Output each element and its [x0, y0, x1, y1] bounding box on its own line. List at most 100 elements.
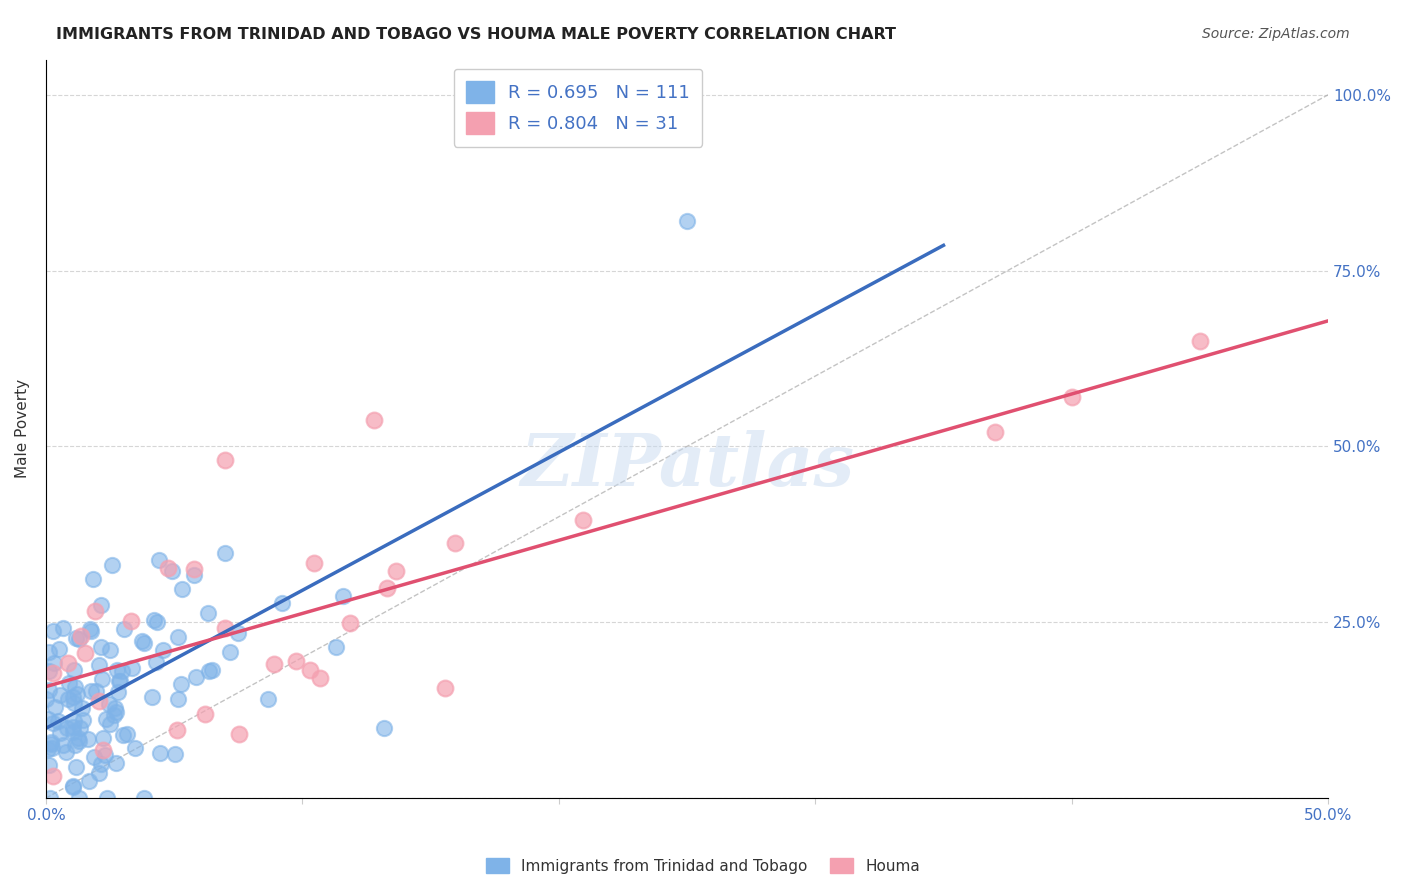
Point: [332, 589, 354, 603]
Legend: R = 0.695   N = 111, R = 0.804   N = 31: R = 0.695 N = 111, R = 0.804 N = 31: [454, 69, 703, 147]
Point: [375, 582, 398, 596]
Point: [41, 735, 63, 749]
Point: [91, 731, 114, 746]
Point: [82, 572, 104, 586]
Point: [72, 713, 94, 727]
Point: [270, 596, 292, 610]
Point: [112, 728, 135, 742]
Point: [39, 738, 62, 752]
Point: [226, 626, 249, 640]
Point: [145, 655, 167, 669]
Point: [169, 677, 191, 691]
Point: [65, 631, 87, 645]
Point: [572, 513, 595, 527]
Point: [87, 694, 110, 708]
Point: [41, 740, 63, 755]
Point: [105, 663, 128, 677]
Point: [65, 760, 87, 774]
Point: [214, 545, 236, 559]
Text: IMMIGRANTS FROM TRINIDAD AND TOBAGO VS HOUMA MALE POVERTY CORRELATION CHART: IMMIGRANTS FROM TRINIDAD AND TOBAGO VS H…: [56, 27, 896, 42]
Point: [132, 791, 155, 805]
Point: [62, 780, 84, 794]
Point: [79, 622, 101, 636]
Point: [146, 615, 169, 629]
Point: [38, 664, 60, 678]
Point: [37, 712, 59, 726]
Point: [79, 624, 101, 638]
Point: [373, 722, 395, 736]
Text: Source: ZipAtlas.com: Source: ZipAtlas.com: [1202, 27, 1350, 41]
Point: [65, 681, 87, 695]
Point: [62, 724, 84, 739]
Point: [1188, 334, 1211, 348]
Point: [94, 712, 117, 726]
Point: [141, 690, 163, 704]
Point: [302, 556, 325, 570]
Text: ZIPatlas: ZIPatlas: [520, 430, 853, 501]
Point: [96, 791, 118, 805]
Point: [66, 731, 89, 745]
Point: [363, 412, 385, 426]
Point: [41, 666, 63, 681]
Point: [183, 561, 205, 575]
Point: [52, 621, 75, 635]
Point: [62, 663, 84, 677]
Point: [101, 558, 124, 572]
Point: [198, 664, 221, 678]
Point: [67, 791, 90, 805]
Point: [107, 685, 129, 699]
Point: [98, 717, 121, 731]
Point: [58, 656, 80, 670]
Point: [94, 747, 117, 762]
Point: [49, 688, 72, 702]
Point: [62, 714, 84, 728]
Point: [77, 773, 100, 788]
Point: [66, 687, 89, 701]
Point: [70, 629, 93, 643]
Point: [42, 715, 65, 730]
Point: [167, 630, 190, 644]
Point: [83, 750, 105, 764]
Point: [63, 696, 86, 710]
Point: [257, 692, 280, 706]
Point: [38, 758, 60, 772]
Point: [444, 536, 467, 550]
Point: [46, 714, 69, 728]
Point: [63, 739, 86, 753]
Point: [62, 779, 84, 793]
Point: [115, 727, 138, 741]
Point: [143, 613, 166, 627]
Point: [76, 731, 98, 746]
Point: [104, 706, 127, 720]
Point: [49, 726, 72, 740]
Point: [131, 633, 153, 648]
Point: [80, 683, 103, 698]
Point: [433, 681, 456, 696]
Point: [124, 740, 146, 755]
Point: [67, 632, 90, 647]
Point: [108, 674, 131, 689]
Point: [219, 644, 242, 658]
Point: [38, 683, 60, 698]
Point: [228, 727, 250, 741]
Point: [48, 641, 70, 656]
Point: [35, 692, 58, 706]
Point: [70, 701, 93, 715]
Point: [42, 624, 65, 638]
Point: [56, 721, 79, 735]
Point: [103, 708, 125, 723]
Point: [214, 453, 236, 467]
Point: [84, 604, 107, 618]
Point: [84, 684, 107, 698]
Point: [385, 564, 408, 578]
Point: [170, 582, 193, 596]
Point: [87, 657, 110, 672]
Point: [339, 616, 361, 631]
Point: [166, 723, 188, 738]
Point: [134, 636, 156, 650]
Point: [152, 642, 174, 657]
Point: [42, 657, 65, 671]
Point: [121, 661, 143, 675]
Point: [91, 742, 114, 756]
Point: [104, 701, 127, 715]
